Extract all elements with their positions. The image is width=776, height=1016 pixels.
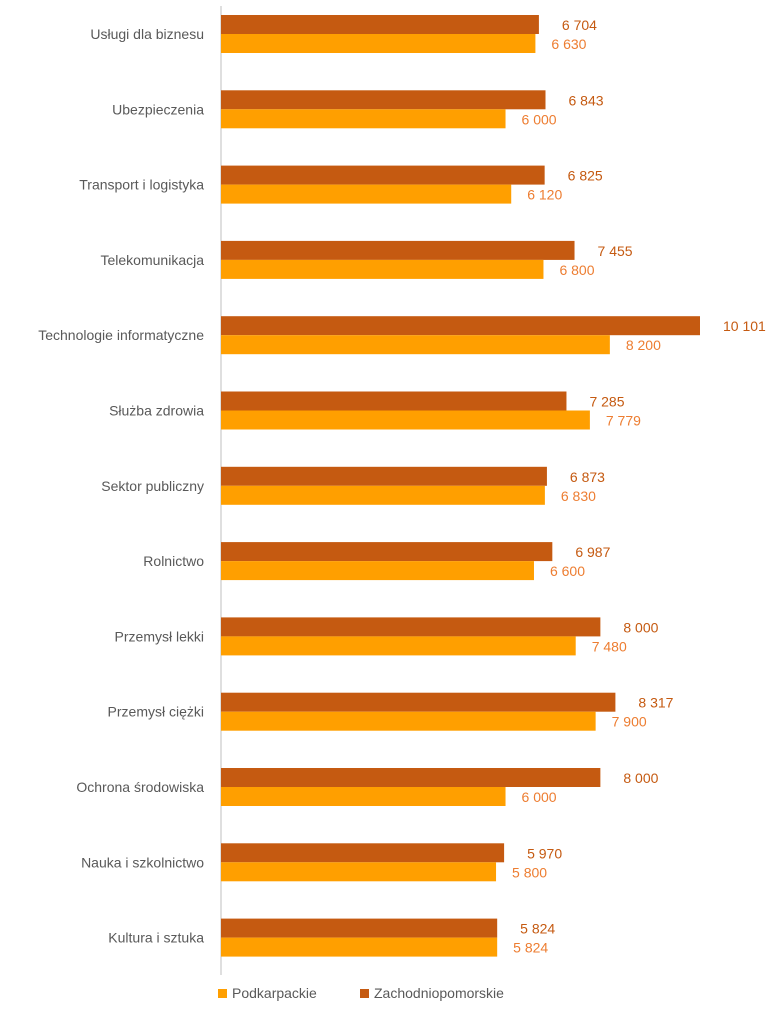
bar-podkarpackie bbox=[221, 561, 534, 581]
data-label-podkarpackie: 6 600 bbox=[550, 563, 585, 579]
data-label-podkarpackie: 6 000 bbox=[522, 111, 557, 127]
bar-podkarpackie bbox=[221, 259, 544, 279]
bar-zachodniopomorskie bbox=[221, 316, 700, 336]
data-label-zachodniopomorskie: 8 317 bbox=[638, 695, 673, 711]
category-label: Służba zdrowia bbox=[109, 403, 204, 419]
data-label-zachodniopomorskie: 6 704 bbox=[562, 17, 597, 33]
category-label: Przemysł ciężki bbox=[108, 704, 204, 720]
bar-zachodniopomorskie bbox=[221, 391, 567, 411]
data-label-zachodniopomorskie: 6 843 bbox=[569, 92, 604, 108]
bar-podkarpackie bbox=[221, 862, 497, 882]
bar-podkarpackie bbox=[221, 410, 590, 430]
legend-label: Zachodniopomorskie bbox=[374, 985, 504, 1001]
bar-podkarpackie bbox=[221, 335, 610, 355]
bar-podkarpackie bbox=[221, 184, 512, 204]
legend-swatch bbox=[360, 989, 369, 998]
bar-zachodniopomorskie bbox=[221, 240, 575, 260]
bar-podkarpackie bbox=[221, 109, 506, 129]
data-label-podkarpackie: 6 120 bbox=[527, 187, 562, 203]
bar-zachodniopomorskie bbox=[221, 165, 545, 185]
data-label-podkarpackie: 5 800 bbox=[512, 864, 547, 880]
category-label: Sektor publiczny bbox=[101, 478, 204, 494]
data-label-podkarpackie: 7 480 bbox=[592, 638, 627, 654]
legend-label: Podkarpackie bbox=[232, 985, 317, 1001]
category-label: Kultura i sztuka bbox=[108, 930, 204, 946]
bar-zachodniopomorskie bbox=[221, 918, 498, 938]
bar-zachodniopomorskie bbox=[221, 692, 616, 712]
bar-zachodniopomorskie bbox=[221, 768, 601, 787]
data-label-podkarpackie: 6 000 bbox=[522, 789, 557, 805]
bar-podkarpackie bbox=[221, 485, 545, 505]
category-label: Przemysł lekki bbox=[115, 628, 204, 644]
category-label: Ochrona środowiska bbox=[76, 779, 204, 795]
bar-zachodniopomorskie bbox=[221, 90, 546, 110]
legend-swatch bbox=[218, 989, 227, 998]
data-label-zachodniopomorskie: 6 825 bbox=[568, 168, 603, 184]
category-label: Usługi dla biznesu bbox=[90, 26, 204, 42]
category-label: Nauka i szkolnictwo bbox=[81, 854, 204, 870]
bar-podkarpackie bbox=[221, 34, 536, 53]
data-label-podkarpackie: 5 824 bbox=[513, 940, 548, 956]
bar-zachodniopomorskie bbox=[221, 843, 505, 863]
data-label-zachodniopomorskie: 7 455 bbox=[598, 243, 633, 259]
data-label-zachodniopomorskie: 8 000 bbox=[623, 770, 658, 786]
data-label-podkarpackie: 7 779 bbox=[606, 413, 641, 429]
data-label-podkarpackie: 6 830 bbox=[561, 488, 596, 504]
data-label-podkarpackie: 6 800 bbox=[559, 262, 594, 278]
bar-podkarpackie bbox=[221, 711, 596, 731]
category-label: Telekomunikacja bbox=[101, 252, 205, 268]
data-label-zachodniopomorskie: 6 873 bbox=[570, 469, 605, 485]
data-label-zachodniopomorskie: 10 101 bbox=[723, 318, 766, 334]
data-label-podkarpackie: 6 630 bbox=[551, 36, 586, 52]
data-label-podkarpackie: 8 200 bbox=[626, 337, 661, 353]
data-label-zachodniopomorskie: 5 824 bbox=[520, 921, 555, 937]
category-label: Rolnictwo bbox=[143, 553, 204, 569]
bar-zachodniopomorskie bbox=[221, 617, 601, 637]
data-label-zachodniopomorskie: 8 000 bbox=[623, 619, 658, 635]
bar-zachodniopomorskie bbox=[221, 466, 547, 486]
bar-podkarpackie bbox=[221, 787, 506, 806]
bar-podkarpackie bbox=[221, 937, 498, 957]
category-label: Transport i logistyka bbox=[79, 177, 204, 193]
data-label-zachodniopomorskie: 6 987 bbox=[575, 544, 610, 560]
category-label: Technologie informatyczne bbox=[38, 327, 204, 343]
bar-zachodniopomorskie bbox=[221, 542, 553, 562]
bar-podkarpackie bbox=[221, 636, 576, 656]
data-label-zachodniopomorskie: 5 970 bbox=[527, 845, 562, 861]
data-label-zachodniopomorskie: 7 285 bbox=[589, 394, 624, 410]
bar-zachodniopomorskie bbox=[221, 15, 539, 34]
data-label-podkarpackie: 7 900 bbox=[612, 714, 647, 730]
category-label: Ubezpieczenia bbox=[112, 101, 204, 117]
